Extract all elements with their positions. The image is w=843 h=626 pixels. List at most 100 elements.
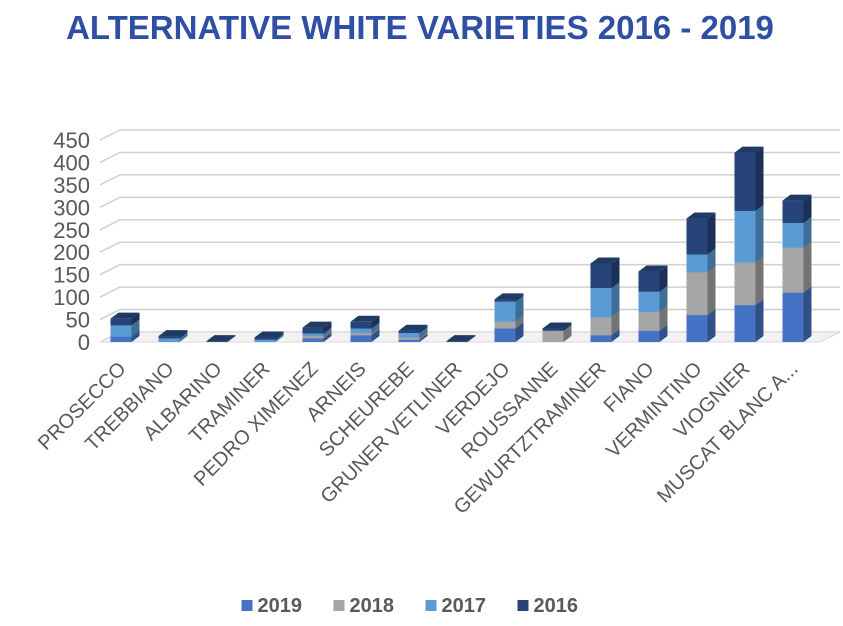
bar-segment [302, 321, 332, 334]
bar-side [131, 319, 140, 337]
y-tick-label: 50 [66, 308, 90, 333]
bar-segment [542, 322, 572, 331]
bar-top [686, 212, 716, 219]
y-tick-label: 400 [53, 150, 90, 175]
bar-front [590, 288, 612, 318]
bar-front [734, 152, 756, 211]
bar-front [110, 325, 132, 337]
bar-top [350, 315, 380, 322]
bar-side [707, 266, 716, 316]
bar-front [638, 271, 660, 292]
y-tick-label: 0 [78, 330, 90, 355]
gridline [99, 219, 840, 231]
bar-side [515, 322, 524, 342]
y-tick-label: 450 [53, 128, 90, 153]
y-tick-label: 300 [53, 195, 90, 220]
bar-front [638, 311, 660, 331]
bar-front [542, 328, 564, 331]
legend-entry: 2019 [258, 595, 303, 617]
bar-side [467, 335, 476, 342]
bar-front [158, 336, 180, 339]
bar-front [398, 333, 420, 338]
bar-front [398, 330, 420, 334]
gridline [99, 196, 840, 209]
bar-front [686, 218, 708, 255]
bar-segment [398, 324, 428, 334]
bar-segment [686, 266, 716, 316]
bar-segment [734, 146, 764, 211]
bar-side [515, 315, 524, 329]
legend-entry: 2017 [442, 595, 487, 617]
bar-side [323, 329, 332, 339]
y-tick-label: 100 [53, 285, 90, 310]
bar-side [179, 330, 188, 339]
bar-side [563, 324, 572, 342]
bar-side [755, 256, 764, 306]
bar-side [611, 282, 620, 318]
bar-segment [734, 299, 764, 342]
bar-top [110, 312, 140, 319]
bar-front [590, 335, 612, 342]
bar-side [419, 333, 428, 342]
bar-side [179, 332, 188, 342]
bar-front [302, 335, 324, 339]
bar-side [371, 327, 380, 336]
bar-side [131, 312, 140, 326]
bar-side [419, 327, 428, 338]
bar-side [803, 194, 812, 224]
bar-top [638, 265, 668, 272]
bar-side [515, 293, 524, 302]
bar-segment [254, 331, 284, 340]
bar-front [398, 339, 420, 342]
bar-segment [638, 265, 668, 292]
bar-side [611, 311, 620, 336]
bar-front [302, 327, 324, 334]
bar-side [227, 335, 236, 342]
bar-front [254, 337, 276, 340]
bar-front [494, 301, 516, 322]
bar-top [206, 335, 236, 342]
bar-side [803, 217, 812, 248]
bar-segment [782, 241, 812, 293]
bar-top [254, 331, 284, 338]
bar-segment [590, 257, 620, 289]
bar-top [158, 330, 188, 337]
gridline [99, 308, 840, 321]
bar-segment [158, 330, 188, 339]
bar-front [782, 292, 804, 342]
bar-front [350, 321, 372, 329]
bar-side [755, 299, 764, 342]
bar-top [542, 322, 572, 329]
bar-segment [782, 194, 812, 224]
bar-front [782, 223, 804, 248]
bar-front [350, 333, 372, 336]
bar-top [446, 335, 476, 342]
legend-swatch [333, 600, 345, 611]
bar-front [782, 200, 804, 224]
bar-side [563, 322, 572, 331]
gridline [99, 174, 840, 186]
bar-segment [494, 293, 524, 302]
bar-side [755, 204, 764, 263]
bar-front [350, 328, 372, 334]
bar-side [803, 241, 812, 293]
bar-side [659, 265, 668, 292]
bar-front [542, 330, 564, 342]
bar-side [131, 330, 140, 342]
bar-front [206, 341, 228, 342]
legend-entry: 2018 [350, 595, 395, 617]
bar-front [686, 315, 708, 342]
bar-side [419, 324, 428, 334]
legend-entry: 2016 [534, 595, 579, 617]
bar-side [323, 327, 332, 336]
legend-swatch [517, 600, 529, 611]
bar-top [302, 321, 332, 328]
bar-side [611, 257, 620, 289]
y-tick-label: 150 [53, 263, 90, 288]
bar-front [110, 336, 132, 342]
bar-front [302, 338, 324, 342]
bar-top [590, 257, 620, 264]
